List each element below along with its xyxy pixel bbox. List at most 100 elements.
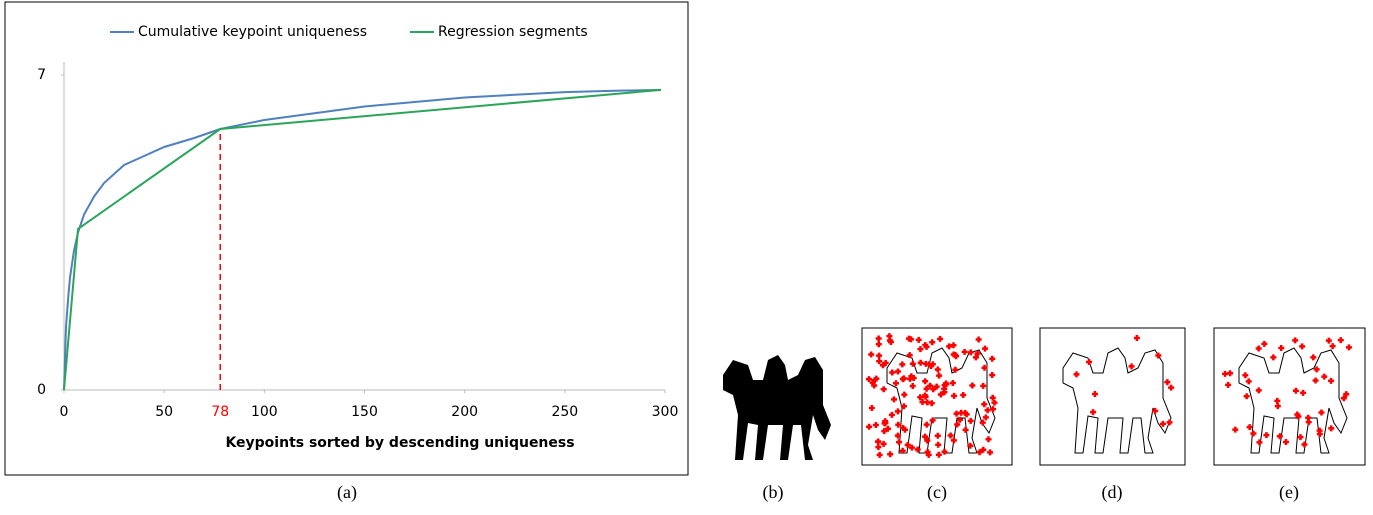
x-tick-label: 250 xyxy=(551,404,578,420)
keypoint xyxy=(907,352,913,358)
figure: Keypoints sorted by descending uniquenes… xyxy=(0,0,1373,510)
keypoint xyxy=(866,424,872,430)
x-tick-label: 50 xyxy=(155,404,173,420)
keypoint xyxy=(1256,345,1262,351)
keypoint xyxy=(1278,345,1284,351)
keypoint xyxy=(935,442,941,448)
keypoint xyxy=(1250,430,1256,436)
keypoint xyxy=(989,372,995,378)
keypoint xyxy=(983,414,989,420)
keypoint xyxy=(1328,378,1334,384)
x-tick-label: 100 xyxy=(251,404,278,420)
keypoint xyxy=(1129,363,1135,369)
keypoint xyxy=(873,422,879,428)
keypoint xyxy=(1263,432,1269,438)
keypoint xyxy=(917,346,923,352)
keypoint xyxy=(889,369,895,375)
keypoint xyxy=(1283,439,1289,445)
keypoint xyxy=(916,337,922,343)
keypoint xyxy=(937,336,943,342)
chart-frame xyxy=(5,2,688,475)
keypoint xyxy=(1310,354,1316,360)
keypoint xyxy=(1167,419,1173,425)
keypoint xyxy=(989,356,995,362)
keypoint xyxy=(889,412,895,418)
highlight-label: 78 xyxy=(211,404,229,420)
keypoint xyxy=(1244,393,1250,399)
keypoint xyxy=(1247,424,1253,430)
keypoint xyxy=(1261,341,1267,347)
keypoint xyxy=(1160,421,1166,427)
contour xyxy=(1239,348,1347,453)
keypoint xyxy=(1326,338,1332,344)
keypoint xyxy=(1301,442,1307,448)
series-line xyxy=(64,90,661,390)
keypoint xyxy=(981,401,987,407)
keypoint xyxy=(1321,374,1327,380)
legend-label: Cumulative keypoint uniqueness xyxy=(138,24,367,40)
keypoint xyxy=(952,367,958,373)
keypoint xyxy=(1317,431,1323,437)
keypoint xyxy=(1225,382,1231,388)
keypoint xyxy=(875,439,881,445)
x-axis-label: Keypoints sorted by descending uniquenes… xyxy=(225,435,574,451)
keypoint xyxy=(936,373,942,379)
x-tick-label: 150 xyxy=(351,404,378,420)
caption: (c) xyxy=(927,482,947,503)
y-tick-label: 0 xyxy=(37,382,46,398)
keypoint xyxy=(875,444,881,450)
keypoint xyxy=(876,353,882,359)
keypoint xyxy=(985,436,991,442)
keypoint xyxy=(962,349,968,355)
keypoint xyxy=(960,392,966,398)
keypoint xyxy=(910,383,916,389)
x-tick-label: 300 xyxy=(652,404,679,420)
keypoint xyxy=(1270,354,1276,360)
silhouette xyxy=(723,355,831,460)
keypoint xyxy=(924,422,930,428)
caption: (e) xyxy=(1279,482,1299,503)
legend-label: Regression segments xyxy=(438,24,588,40)
keypoint xyxy=(1168,385,1174,391)
keypoint xyxy=(1274,398,1280,404)
contour xyxy=(1063,348,1171,453)
keypoint xyxy=(896,439,902,445)
keypoint xyxy=(1074,371,1080,377)
keypoint xyxy=(1330,343,1336,349)
keypoint xyxy=(969,382,975,388)
keypoint xyxy=(876,358,882,364)
keypoint xyxy=(951,393,957,399)
keypoint xyxy=(869,405,875,411)
keypoint xyxy=(985,407,991,413)
keypoint xyxy=(881,386,887,392)
keypoint xyxy=(1086,359,1092,365)
keypoint xyxy=(1227,370,1233,376)
keypoint xyxy=(1242,372,1248,378)
keypoint xyxy=(1297,434,1303,440)
keypoint xyxy=(1256,387,1262,393)
keypoint xyxy=(936,452,942,458)
keypoint xyxy=(1305,415,1311,421)
series-line xyxy=(64,90,661,390)
keypoint xyxy=(1246,378,1252,384)
keypoint xyxy=(1155,352,1161,358)
keypoint xyxy=(866,376,872,382)
panel-frame xyxy=(1214,328,1365,465)
keypoint xyxy=(987,449,993,455)
keypoint xyxy=(899,361,905,367)
keypoint xyxy=(1300,390,1306,396)
keypoint xyxy=(877,452,883,458)
keypoint xyxy=(941,449,947,455)
keypoint xyxy=(1232,427,1238,433)
keypoint xyxy=(1256,439,1262,445)
caption: (a) xyxy=(337,482,357,503)
keypoint xyxy=(1313,378,1319,384)
keypoint xyxy=(895,369,901,375)
keypoint xyxy=(935,433,941,439)
keypoint xyxy=(918,360,924,366)
keypoint xyxy=(1293,388,1299,394)
keypoint xyxy=(963,427,969,433)
x-tick-label: 200 xyxy=(451,404,478,420)
keypoint xyxy=(1299,343,1305,349)
keypoint xyxy=(1338,337,1344,343)
